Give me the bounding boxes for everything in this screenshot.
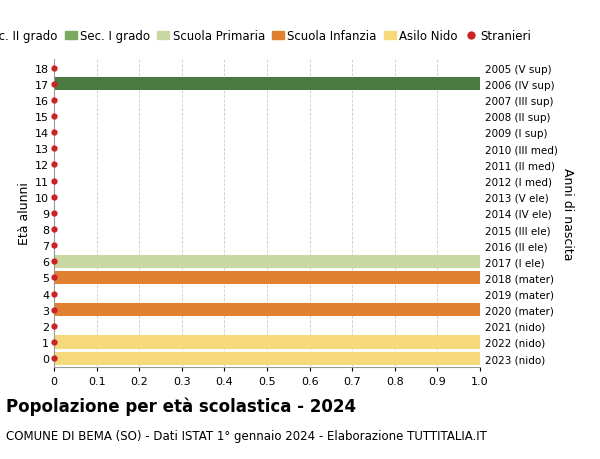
Y-axis label: Anni di nascita: Anni di nascita: [562, 167, 574, 260]
Bar: [54, 78, 480, 91]
Bar: [54, 255, 480, 269]
Legend: Sec. II grado, Sec. I grado, Scuola Primaria, Scuola Infanzia, Asilo Nido, Stran: Sec. II grado, Sec. I grado, Scuola Prim…: [0, 26, 536, 48]
Bar: [54, 352, 480, 365]
Bar: [54, 271, 480, 285]
Y-axis label: Età alunni: Età alunni: [18, 182, 31, 245]
Bar: [54, 336, 480, 349]
Text: Popolazione per età scolastica - 2024: Popolazione per età scolastica - 2024: [6, 397, 356, 415]
Text: COMUNE DI BEMA (SO) - Dati ISTAT 1° gennaio 2024 - Elaborazione TUTTITALIA.IT: COMUNE DI BEMA (SO) - Dati ISTAT 1° genn…: [6, 429, 487, 442]
Bar: [54, 303, 480, 317]
